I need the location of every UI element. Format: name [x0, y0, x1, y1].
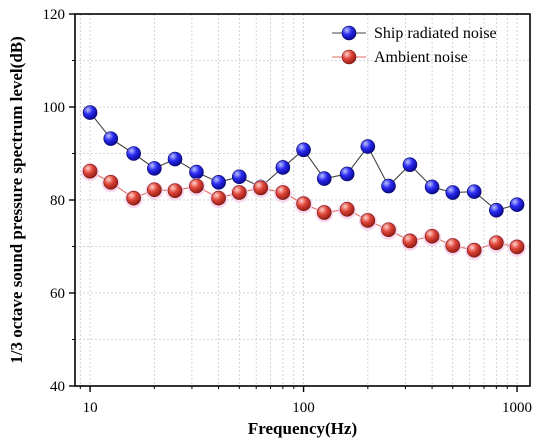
- data-point: [381, 222, 396, 238]
- data-point: [231, 169, 247, 185]
- legend: Ship radiated noise Ambient noise: [332, 25, 497, 66]
- data-point: [82, 105, 98, 120]
- data-point: [275, 160, 291, 175]
- x-tick-label: 10: [83, 400, 98, 416]
- data-point: [381, 178, 396, 194]
- data-point: [211, 175, 226, 190]
- data-point: [339, 202, 355, 217]
- data-point: [489, 235, 504, 251]
- data-point: [509, 197, 525, 212]
- x-tick-label: 1000: [502, 400, 532, 416]
- data-point: [445, 185, 461, 200]
- y-tick-label: 60: [50, 286, 65, 302]
- data-point: [147, 161, 162, 176]
- data-point: [253, 180, 269, 196]
- data-point: [103, 175, 119, 190]
- data-point: [296, 142, 311, 158]
- data-point: [231, 185, 247, 200]
- data-point: [82, 163, 98, 179]
- y-tick-label: 120: [43, 7, 66, 23]
- data-point: [466, 184, 482, 199]
- data-point: [424, 228, 440, 244]
- data-point: [316, 205, 332, 220]
- data-point: [402, 157, 418, 172]
- series-2: [81, 163, 527, 261]
- legend-label: Ship radiated noise: [374, 25, 497, 42]
- data-point: [103, 131, 119, 146]
- data-point: [445, 238, 461, 253]
- data-point: [424, 179, 440, 195]
- data-point: [360, 139, 376, 154]
- data-point: [167, 151, 183, 167]
- legend-marker: [341, 25, 357, 41]
- axes: 10 100 1000 40 60 80 100 120: [43, 7, 533, 416]
- data-point: [339, 166, 355, 182]
- y-tick-label: 40: [50, 379, 65, 395]
- data-point: [275, 185, 291, 200]
- data-point: [211, 190, 226, 206]
- data-point: [126, 146, 141, 161]
- legend-label: Ambient noise: [374, 49, 468, 66]
- data-point: [466, 242, 482, 258]
- y-axis-label: 1/3 octave sound pressure spectrum level…: [7, 36, 26, 364]
- x-axis-label: Frequency(Hz): [248, 419, 357, 438]
- x-tick-label: 100: [292, 400, 315, 416]
- data-point: [167, 183, 183, 198]
- data-point: [360, 213, 376, 228]
- data-point: [489, 202, 504, 218]
- data-point: [189, 178, 204, 194]
- data-point: [147, 182, 162, 198]
- y-tick-label: 80: [50, 193, 65, 209]
- data-point: [126, 190, 141, 206]
- legend-marker: [341, 49, 357, 65]
- data-point: [509, 239, 525, 255]
- y-tick-label: 100: [43, 100, 66, 116]
- series: [81, 105, 527, 261]
- data-point: [296, 196, 311, 212]
- data-point: [316, 171, 332, 186]
- data-point: [189, 164, 204, 180]
- data-point: [402, 233, 418, 249]
